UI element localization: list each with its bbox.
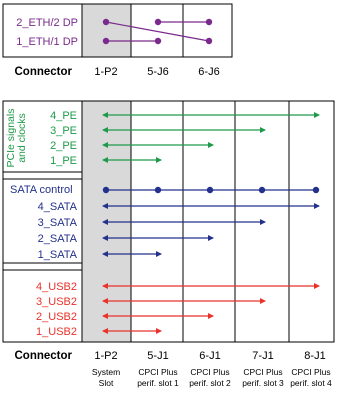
usb-signal-label: 1_USB2 [36, 326, 77, 338]
connection-dot [102, 18, 110, 26]
sata-signal-label: 3_SATA [38, 217, 78, 229]
connection-dot [258, 186, 266, 194]
signal-label-2-eth: 2_ETH/2 DP [16, 17, 78, 29]
slot-caption-line1: CPCI Plus [190, 367, 229, 377]
connection-dot [205, 37, 213, 45]
sata-signal-label: 1_SATA [38, 249, 78, 261]
usb-signal-label: 4_USB2 [36, 281, 77, 293]
top-connector-label: Connector [15, 66, 73, 78]
sata-signal-label: 4_SATA [38, 201, 78, 213]
usb-group-box [2, 269, 83, 343]
slot-caption-line1: CPCI Plus [243, 367, 282, 377]
top-system-slot-shade [82, 4, 131, 57]
pcie-signal-label: 4_PE [50, 110, 77, 122]
top-panel: 2_ETH/2 DP 1_ETH/1 DP Connector 1-P2 5-J… [2, 3, 233, 78]
bottom-connector-label: Connector [15, 350, 73, 362]
sata-group-box [2, 178, 83, 264]
bottom-connector-1-p2: 1-P2 [94, 350, 117, 362]
slot-caption-line2: perif. slot 1 [137, 378, 179, 388]
connection-dot [206, 186, 214, 194]
sata-control-label: SATA control [10, 184, 73, 196]
usb-signal-label: 3_USB2 [36, 296, 77, 308]
bottom-connector-7-j1: 7-J1 [252, 350, 273, 362]
slot-caption-line1: System [92, 367, 120, 377]
pcie-group-label-line1: PCIe signals [5, 109, 17, 168]
bottom-connector-6-j1: 6-J1 [199, 350, 220, 362]
top-connector-5-j6: 5-J6 [147, 66, 168, 78]
connection-dot [102, 37, 110, 45]
slot-caption-line1: CPCI Plus [138, 367, 177, 377]
connection-dot [102, 186, 110, 194]
bottom-connector-5-j1: 5-J1 [147, 350, 168, 362]
slot-caption-line2: perif. slot 2 [189, 378, 231, 388]
signal-label-1-eth: 1_ETH/1 DP [16, 36, 78, 48]
usb-signal-label: 2_USB2 [36, 311, 77, 323]
connection-dot [154, 37, 162, 45]
slot-caption-line2: perif. slot 4 [290, 378, 332, 388]
slot-caption-line2: perif. slot 3 [242, 378, 284, 388]
pcie-group-label-line2: and clocks [16, 113, 28, 163]
connection-dot [312, 186, 320, 194]
top-connector-6-j6: 6-J6 [198, 66, 219, 78]
connection-dot [205, 18, 213, 26]
top-connector-1-p2: 1-P2 [94, 66, 117, 78]
bottom-panel: PCIe signals and clocks 4_PE 3_PE 2_PE 1… [2, 100, 335, 388]
connection-dot [154, 18, 162, 26]
bottom-connector-8-j1: 8-J1 [304, 350, 325, 362]
pcie-signal-label: 3_PE [50, 125, 77, 137]
pcie-signal-label: 1_PE [50, 155, 77, 167]
pcie-signal-label: 2_PE [50, 140, 77, 152]
pcie-group-box [2, 100, 83, 173]
eth2-route-line [105, 21, 210, 42]
slot-caption-line2: Slot [99, 378, 114, 388]
connection-dot [154, 186, 162, 194]
pcie-group-label: PCIe signals and clocks [5, 109, 28, 168]
sata-signal-label: 2_SATA [38, 233, 78, 245]
slot-caption-line1: CPCI Plus [291, 367, 330, 377]
